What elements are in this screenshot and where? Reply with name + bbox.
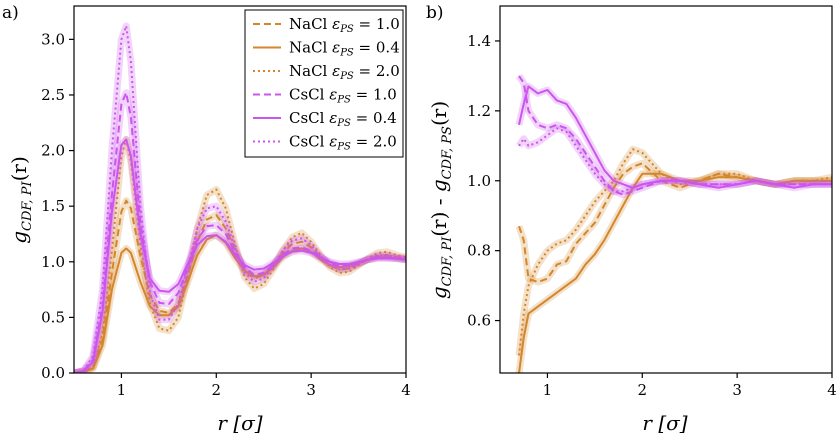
panel-a-series-line-4 bbox=[74, 138, 406, 373]
panel-a-ytick-label-3: 1.5 bbox=[41, 197, 65, 215]
panel-b-xlabel: r [σ] bbox=[642, 411, 687, 435]
panel-a-ylabel-group: gCDF, PI(r) bbox=[7, 156, 35, 244]
panel-b-plot: 1 2 3 4 0.6 0.8 1.0 1.2 1.4 bbox=[467, 5, 836, 399]
panel-a-series-line-0 bbox=[74, 199, 406, 373]
panel-a-ylabel: gCDF, PI(r) bbox=[7, 156, 35, 244]
panel-a-ytick-label-0: 0.0 bbox=[41, 364, 65, 382]
panel-b-ytick-label-3: 1.2 bbox=[467, 102, 491, 120]
panel-b-series-band-1 bbox=[515, 170, 832, 373]
panel-b-ylabel: gCDF, PI(r) - gCDF, PS(r) bbox=[427, 101, 455, 299]
panel-a-ytick-label-4: 2.0 bbox=[41, 142, 65, 160]
legend-label-3: CsCl εPS = 1.0 bbox=[289, 86, 397, 106]
legend-label-4: CsCl εPS = 0.4 bbox=[289, 109, 397, 129]
panel-a-series-group bbox=[74, 22, 406, 373]
legend-label-0: NaCl εPS = 1.0 bbox=[289, 15, 400, 35]
panel-a-xtick-label-1: 2 bbox=[212, 381, 222, 399]
legend-label-2: NaCl εPS = 2.0 bbox=[289, 62, 400, 82]
panel-a: a) gCDF, PI(r) r [σ] 1 2 3 4 0.0 0.5 1.0 1.5 2.0… bbox=[2, 3, 411, 435]
panel-a-plot: 1 2 3 4 0.0 0.5 1.0 1.5 2.0 2.5 3.0 bbox=[41, 5, 411, 399]
panel-a-ytick-label-5: 2.5 bbox=[41, 86, 65, 104]
panel-a-xtick-label-0: 1 bbox=[117, 381, 127, 399]
panel-b-frame bbox=[499, 5, 833, 374]
panel-a-series-line-1 bbox=[74, 234, 406, 373]
panel-a-series-band-0 bbox=[74, 197, 406, 373]
panel-b-series-group bbox=[515, 73, 832, 373]
panel-b-ytick-label-1: 0.8 bbox=[467, 242, 491, 260]
panel-a-ytick-label-1: 0.5 bbox=[41, 308, 65, 326]
legend-label-1: NaCl εPS = 0.4 bbox=[289, 39, 400, 59]
panel-a-frame bbox=[73, 5, 407, 374]
panel-a-xtick-label-2: 3 bbox=[306, 381, 316, 399]
panel-a-xlabel: r [σ] bbox=[217, 411, 262, 435]
panel-b-series-line-5 bbox=[518, 127, 832, 193]
panel-b-xtick-label-0: 1 bbox=[543, 381, 553, 399]
panel-b: b) gCDF, PI(r) - gCDF, PS(r) r [σ] 1 2 3 4 0… bbox=[426, 3, 836, 435]
panel-a-letter: a) bbox=[2, 3, 19, 23]
panel-b-xtick-label-1: 2 bbox=[638, 381, 648, 399]
panel-b-ytick-label-4: 1.4 bbox=[467, 32, 491, 50]
panel-b-xtick-label-2: 3 bbox=[732, 381, 742, 399]
legend: NaCl εPS = 1.0 NaCl εPS = 0.4 NaCl εPS = 2… bbox=[244, 9, 404, 158]
panel-b-series-line-1 bbox=[518, 172, 832, 373]
panel-b-ylabel-group: gCDF, PI(r) - gCDF, PS(r) bbox=[427, 101, 455, 299]
panel-b-series-line-2 bbox=[518, 148, 832, 356]
panel-a-series-line-5 bbox=[74, 25, 406, 373]
panel-a-series-line-3 bbox=[74, 91, 406, 373]
panel-a-xtick-label-3: 4 bbox=[401, 381, 411, 399]
legend-label-5: CsCl εPS = 2.0 bbox=[289, 133, 397, 153]
panel-b-letter: b) bbox=[426, 3, 444, 23]
panel-b-ytick-label-0: 0.6 bbox=[467, 312, 491, 330]
panel-a-ytick-label-6: 3.0 bbox=[41, 30, 65, 48]
legend-box bbox=[244, 9, 404, 158]
panel-b-ytick-label-2: 1.0 bbox=[467, 172, 491, 190]
panel-b-xtick-label-3: 4 bbox=[827, 381, 836, 399]
panel-a-ytick-label-2: 1.0 bbox=[41, 253, 65, 271]
